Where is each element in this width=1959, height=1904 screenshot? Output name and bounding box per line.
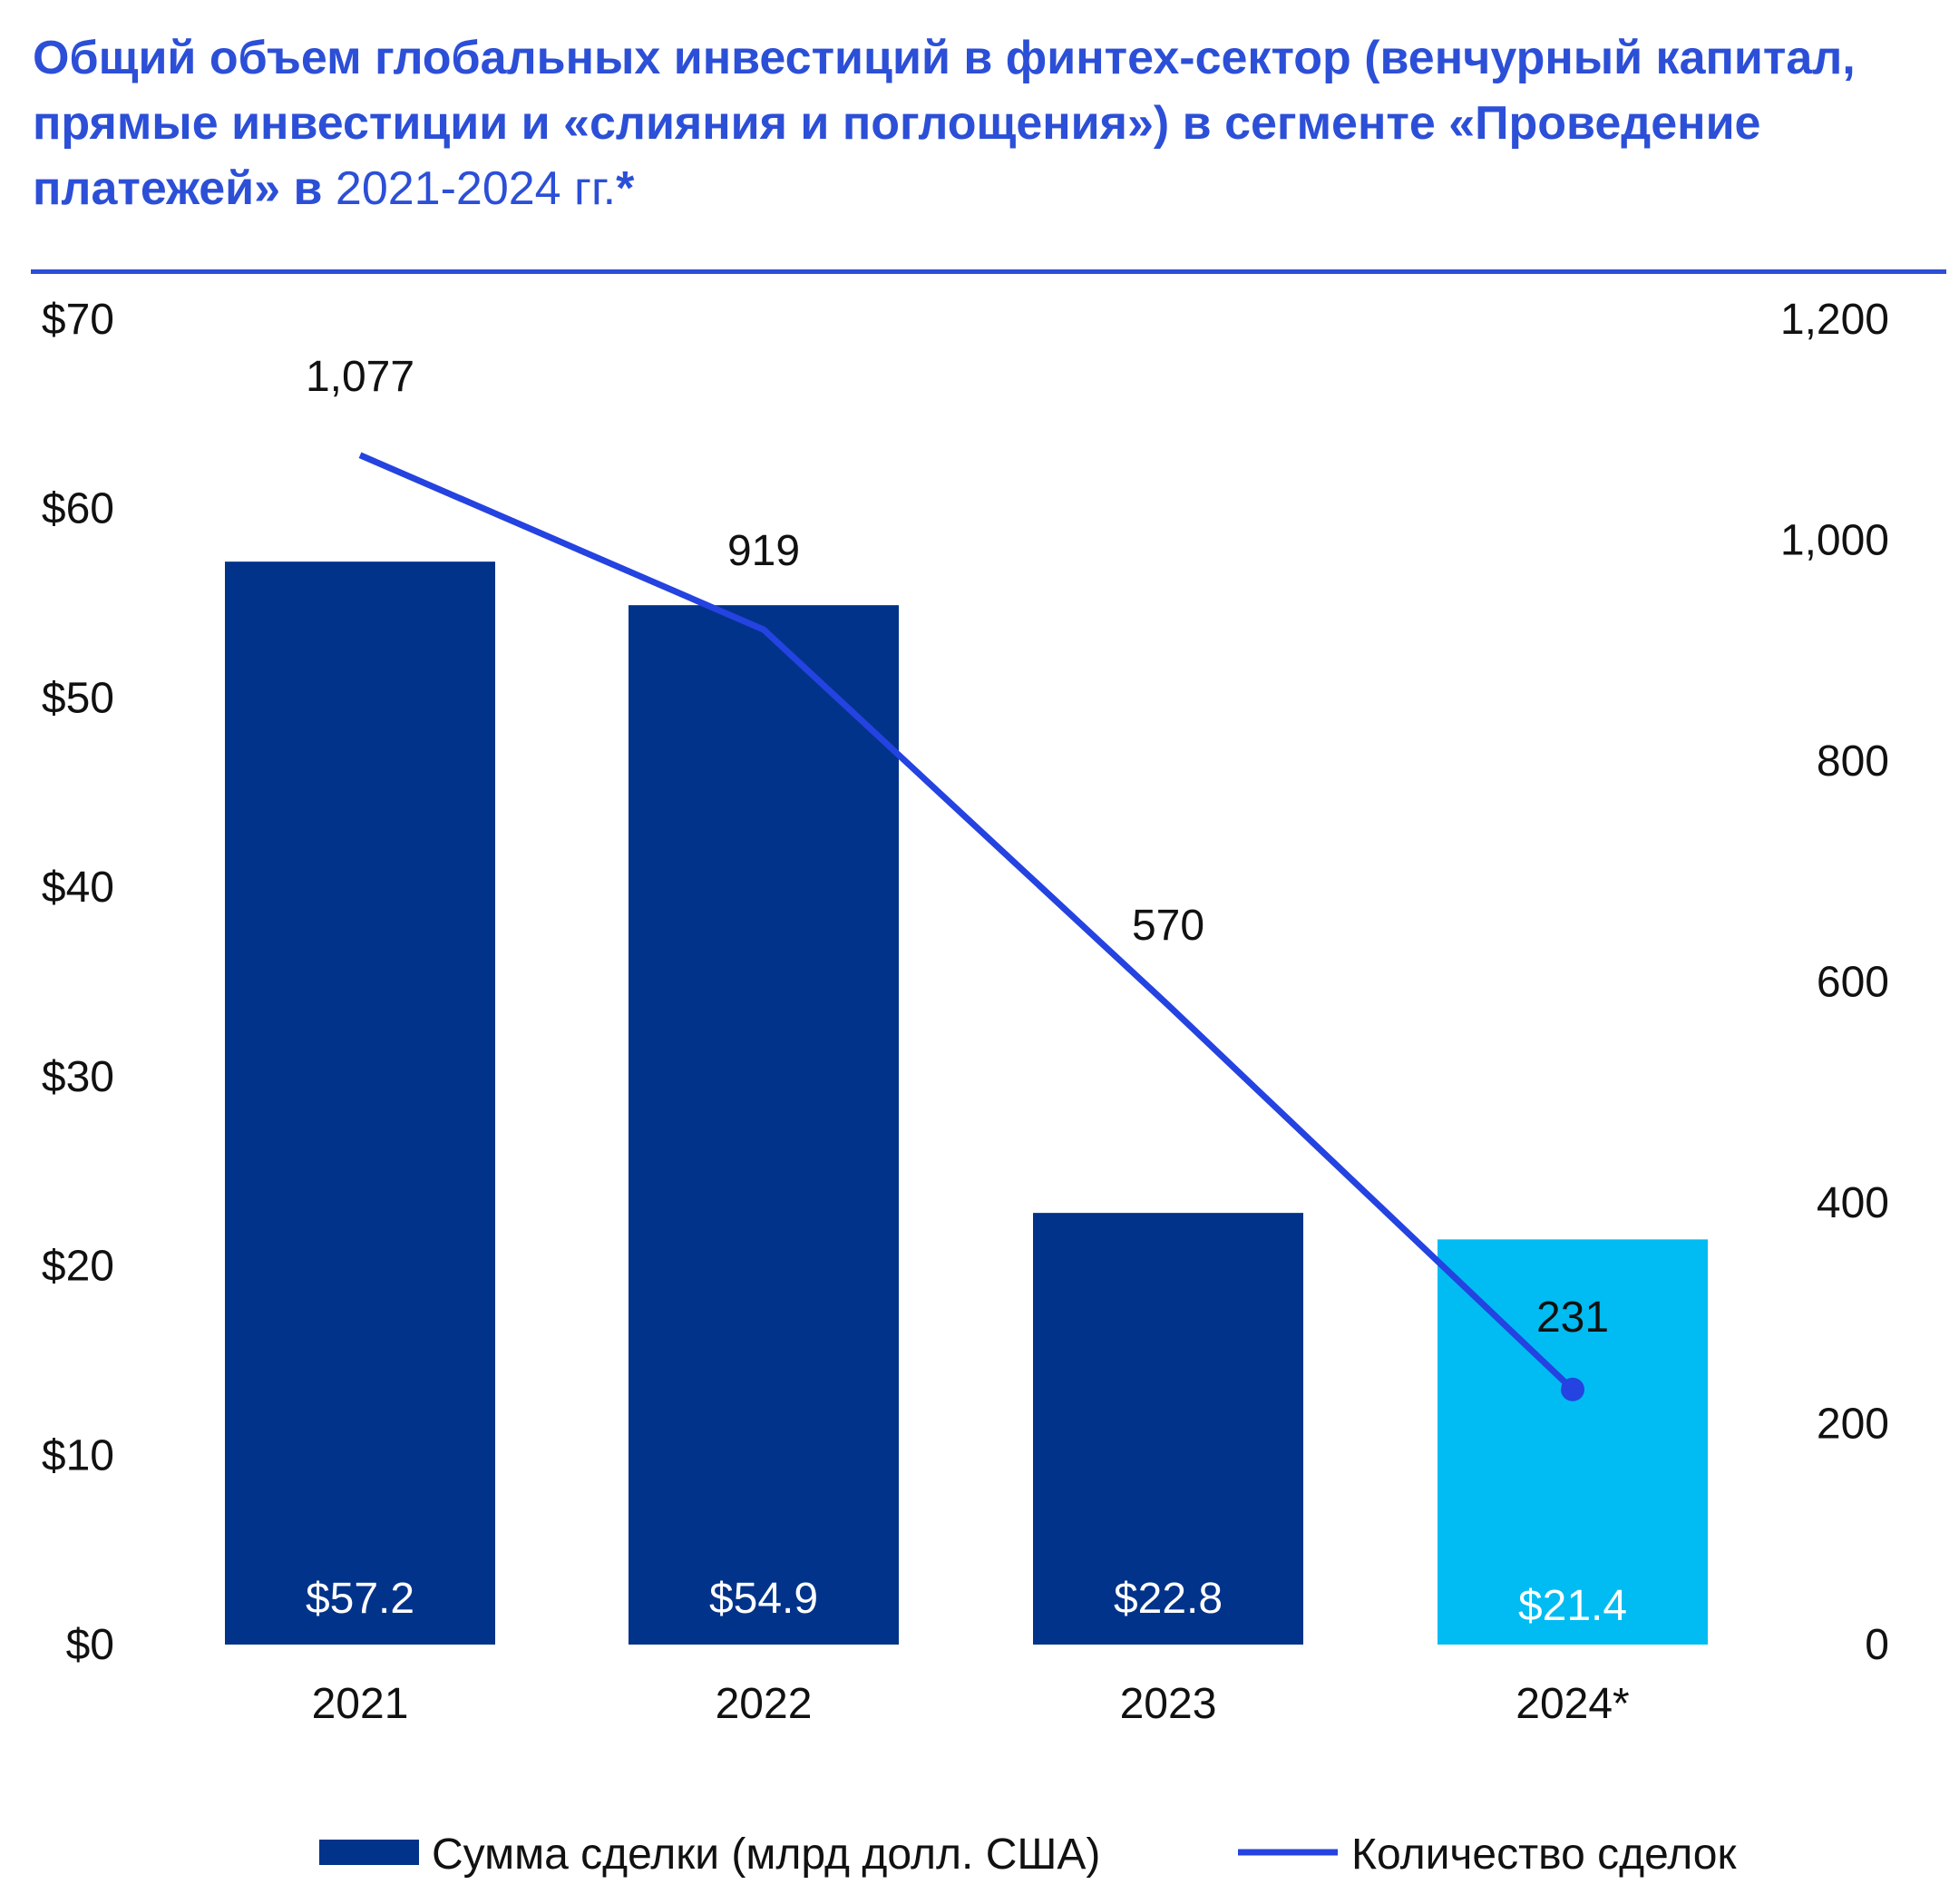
deal-count-line [358,452,1575,1392]
category-label: 2024* [1516,1680,1629,1728]
line-value-label: 919 [727,527,800,575]
legend-swatch-deal-amount [319,1840,419,1865]
chart-title-asterisk: * [616,162,635,215]
bar-value-labels: $57.2 $54.9 $22.8 $21.4 [306,1575,1627,1630]
line-end-point [1561,1377,1584,1401]
left-axis-ticks: $0 $10 $20 $30 $40 $50 $60 $70 [42,296,114,1669]
right-tick-label: 200 [1817,1401,1889,1449]
chart-title-years: 2021-2024 гг. [335,162,617,215]
line-value-label: 231 [1536,1294,1609,1342]
right-tick-label: 1,000 [1780,517,1889,565]
right-tick-label: 0 [1865,1621,1889,1669]
title-divider [31,269,1946,274]
left-tick-label: $70 [42,296,114,344]
category-labels: 2021 2022 2023 2024* [312,1680,1630,1728]
line-series [358,452,1584,1401]
bar [225,561,495,1645]
left-tick-label: $30 [42,1053,114,1101]
left-tick-label: $20 [42,1243,114,1291]
legend-label-deal-amount: Сумма сделки (млрд долл. США) [432,1831,1100,1879]
category-label: 2021 [312,1680,409,1728]
left-tick-label: $50 [42,674,114,722]
bar-value-label: $21.4 [1518,1582,1627,1630]
legend: Сумма сделки (млрд долл. США) Количество… [319,1831,1737,1879]
legend-label-deal-count: Количество сделок [1351,1831,1737,1879]
bar-value-label: $54.9 [709,1575,818,1623]
bar [1033,1213,1303,1645]
left-tick-label: $60 [42,485,114,533]
left-tick-label: $0 [66,1621,114,1669]
category-label: 2023 [1120,1680,1217,1728]
left-tick-label: $10 [42,1431,114,1479]
right-axis-ticks: 0 200 400 600 800 1,000 1,200 [1780,296,1889,1669]
chart-title-bold: Общий объем глобальных инвестиций в финт… [33,32,1856,215]
bar-series [225,561,1708,1645]
left-tick-label: $40 [42,864,114,912]
right-tick-label: 800 [1817,737,1889,786]
category-label: 2022 [716,1680,813,1728]
right-tick-label: 400 [1817,1179,1889,1227]
line-value-labels: 1,077 919 570 231 [306,353,1609,1342]
bar [629,605,899,1645]
bar-value-label: $22.8 [1114,1575,1223,1623]
right-tick-label: 1,200 [1780,296,1889,344]
chart-title: Общий объем глобальных инвестиций в финт… [33,25,1919,221]
right-tick-label: 600 [1817,959,1889,1007]
bar-value-label: $57.2 [306,1575,414,1623]
line-value-label: 570 [1132,902,1204,950]
line-value-label: 1,077 [306,353,414,401]
